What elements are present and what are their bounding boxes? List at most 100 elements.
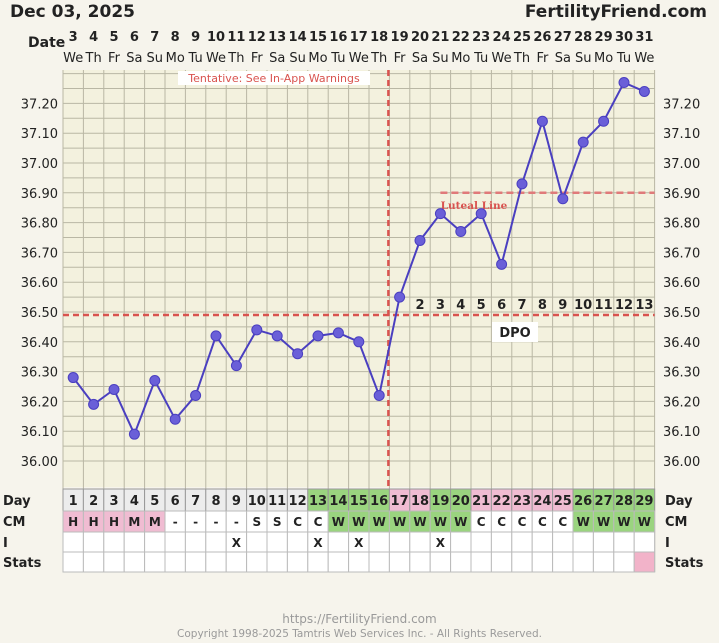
temperature-point [67,372,79,384]
stats-cell [103,551,125,573]
temperature-point [618,77,630,89]
temperature-point [496,258,508,270]
tentative-label-bg [178,71,370,85]
intercourse-cell [327,531,350,553]
cycle-day-number: 4 [130,494,139,509]
temperature-point [332,327,344,339]
temperature-point [149,375,161,387]
y-tick-label-left: 37.20 [21,97,58,112]
weekday-label: We [349,51,369,66]
dpo-number: 6 [497,298,506,313]
y-tick-label-left: 36.70 [21,246,58,261]
weekday-label: Sa [555,51,571,66]
cycle-day-number: 27 [595,494,613,509]
dpo-number: 7 [517,298,526,313]
date-number: 12 [248,30,266,45]
cm-value: H [68,515,78,529]
temperature-point [210,330,222,342]
cm-value: W [638,515,651,529]
temperature-point [271,330,283,342]
weekday-label: Sa [412,51,428,66]
cycle-day-number: 24 [533,494,551,509]
weekday-label: Mo [594,51,613,66]
y-tick-label-left: 36.00 [21,455,58,470]
cycle-day-number: 7 [191,494,200,509]
date-number: 28 [574,30,592,45]
cycle-day-number: 1 [69,494,78,509]
cm-value: C [558,515,567,529]
cm-value: C [293,515,302,529]
cm-value: H [109,515,119,529]
weekday-label: Su [575,51,592,66]
i-row-label-left: I [3,536,8,551]
temperature-point [475,208,487,220]
cycle-day-number: 17 [391,494,409,509]
cm-value: W [352,515,365,529]
weekday-label: Mo [451,51,470,66]
footer-url[interactable]: https://FertilityFriend.com [282,612,437,626]
y-tick-label-right: 36.00 [663,455,700,470]
date-number: 15 [309,30,327,45]
date-number: 20 [411,30,429,45]
y-tick-label-right: 37.20 [663,97,700,112]
weekday-label: Fr [394,51,407,66]
date-number: 29 [595,30,613,45]
y-tick-label-right: 36.10 [663,425,700,440]
date-number: 17 [350,30,368,45]
temperature-point [414,234,426,246]
cm-value: S [273,515,282,529]
y-tick-label-left: 36.10 [21,425,58,440]
date-number: 9 [191,30,200,45]
date-number: 3 [69,30,78,45]
temperature-point [88,398,100,410]
date-number: 11 [227,30,245,45]
cm-value: S [252,515,261,529]
weekday-label: Su [432,51,449,66]
y-tick-label-left: 36.20 [21,395,58,410]
temperature-point [638,85,650,97]
cycle-day-number: 29 [635,494,653,509]
weekday-label: Th [513,51,530,66]
weekday-label: Th [85,51,102,66]
stats-cell [388,551,411,573]
temperature-point [536,115,548,127]
y-tick-label-right: 36.60 [663,276,700,291]
intercourse-cell [368,531,390,553]
y-tick-label-right: 36.50 [663,306,700,321]
cycle-day-number: 10 [248,494,266,509]
stats-cell [409,551,431,573]
dpo-number: 12 [615,298,633,313]
stats-cell [531,551,554,573]
cycle-day-number: 15 [350,494,368,509]
weekday-label: We [634,51,654,66]
y-tick-label-right: 36.80 [663,217,700,232]
cycle-day-number: 25 [554,494,572,509]
intercourse-cell [592,531,615,553]
dpo-number: 4 [456,298,465,313]
date-number: 16 [329,30,347,45]
stats-cell [184,551,207,573]
cycle-day-number: 21 [472,494,490,509]
intercourse-mark: X [436,536,446,550]
cycle-day-number: 18 [411,494,429,509]
temperature-point [190,389,202,401]
temperature-point [251,324,263,336]
cm-value: C [497,515,506,529]
cycle-day-number: 23 [513,494,531,509]
intercourse-cell [531,531,554,553]
weekday-label: Th [370,51,387,66]
temperature-point [230,360,242,372]
y-tick-label-right: 36.40 [663,336,700,351]
y-tick-label-left: 36.90 [21,187,58,202]
y-tick-label-right: 36.30 [663,366,700,381]
cm-value: W [332,515,345,529]
dpo-label: DPO [499,326,530,341]
dpo-number: 11 [595,298,613,313]
weekday-label: Fr [108,51,121,66]
cycle-day-number: 20 [452,494,470,509]
cycle-day-number: 8 [211,494,220,509]
stats-cell [592,551,615,573]
dpo-number: 9 [558,298,567,313]
date-number: 23 [472,30,490,45]
date-number: 25 [513,30,531,45]
